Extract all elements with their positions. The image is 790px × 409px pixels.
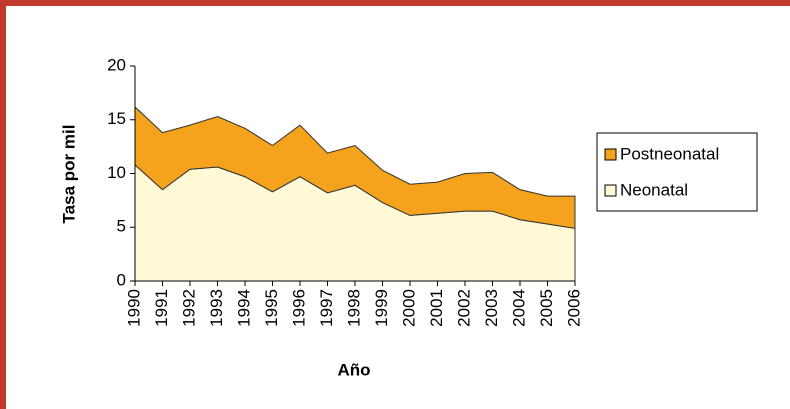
x-tick-label: 1992	[179, 289, 198, 327]
x-tick-label: 1998	[344, 289, 363, 327]
x-tick-label: 2004	[509, 289, 528, 327]
frame-left	[0, 0, 6, 409]
y-tick-label: 20	[107, 55, 126, 74]
x-tick-label: 1996	[289, 289, 308, 327]
x-tick-label: 1991	[152, 289, 171, 327]
x-tick-label: 2000	[399, 289, 418, 327]
x-tick-label: 2002	[454, 289, 473, 327]
area	[134, 105, 576, 229]
x-tick-label: 1993	[207, 289, 226, 327]
legend-label: Postneonatal	[620, 144, 719, 163]
y-tick-label: 5	[117, 217, 126, 236]
x-tick-label: 2003	[482, 289, 501, 327]
x-tick-label: 1990	[124, 289, 143, 327]
x-tick-label: 1995	[262, 289, 281, 327]
legend-label: Neonatal	[620, 180, 688, 199]
legend-swatch	[604, 184, 617, 197]
legend-swatch	[604, 148, 617, 161]
x-tick-label: 1994	[234, 289, 253, 327]
y-tick-label: 10	[107, 163, 126, 182]
x-tick-label: 1999	[372, 289, 391, 327]
x-axis-label: Año	[337, 360, 370, 379]
x-tick-label: 2005	[537, 289, 556, 327]
x-tick-label: 1997	[317, 289, 336, 327]
frame-top	[0, 0, 790, 6]
x-tick-label: 2006	[564, 289, 583, 327]
legend-box	[596, 132, 758, 212]
y-tick-label: 15	[107, 109, 126, 128]
x-tick-label: 2001	[427, 289, 446, 327]
y-tick-label: 0	[117, 270, 126, 289]
y-axis-label: Tasa por mil	[59, 125, 78, 224]
